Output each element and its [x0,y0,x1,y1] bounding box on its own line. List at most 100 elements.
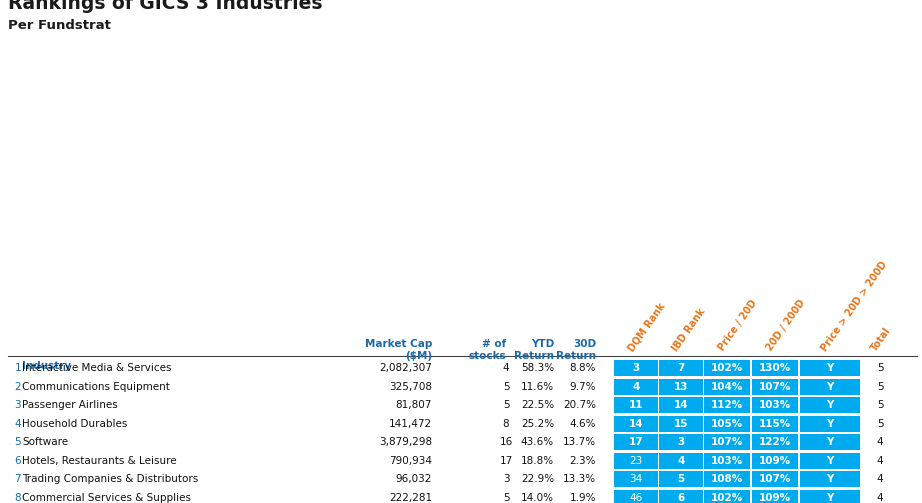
FancyBboxPatch shape [704,489,750,503]
FancyBboxPatch shape [659,397,703,413]
Text: 15: 15 [674,419,688,429]
Text: 6: 6 [678,493,685,503]
FancyBboxPatch shape [800,434,860,450]
FancyBboxPatch shape [800,471,860,487]
Text: 7: 7 [15,474,21,484]
Text: Trading Companies & Distributors: Trading Companies & Distributors [22,474,198,484]
FancyBboxPatch shape [704,379,750,395]
Text: 14: 14 [674,400,689,410]
Text: Industry: Industry [22,361,71,371]
FancyBboxPatch shape [614,379,658,395]
FancyBboxPatch shape [800,397,860,413]
Text: 5: 5 [877,400,883,410]
Text: 790,934: 790,934 [389,456,432,466]
Text: 8: 8 [15,493,21,503]
FancyBboxPatch shape [659,379,703,395]
Text: 4: 4 [877,493,883,503]
Text: 3: 3 [678,437,685,447]
Text: 109%: 109% [759,456,791,466]
FancyBboxPatch shape [659,415,703,432]
Text: 58.3%: 58.3% [521,363,554,373]
FancyBboxPatch shape [614,434,658,450]
Text: 4.6%: 4.6% [570,419,596,429]
FancyBboxPatch shape [614,360,658,376]
Text: 1.9%: 1.9% [570,493,596,503]
FancyBboxPatch shape [704,434,750,450]
Text: Rankings of GICS 3 Industries: Rankings of GICS 3 Industries [8,0,323,13]
Text: 5: 5 [877,419,883,429]
Text: Y: Y [826,437,833,447]
Text: 13.3%: 13.3% [562,474,596,484]
Text: 4: 4 [632,382,640,392]
Text: 222,281: 222,281 [389,493,432,503]
Text: 2.3%: 2.3% [570,456,596,466]
FancyBboxPatch shape [614,415,658,432]
Text: Y: Y [826,493,833,503]
Text: 5: 5 [15,437,21,447]
Text: 109%: 109% [759,493,791,503]
Text: 107%: 107% [759,474,791,484]
FancyBboxPatch shape [800,453,860,469]
Text: 8: 8 [502,419,509,429]
Text: 4: 4 [678,456,685,466]
Text: 103%: 103% [711,456,743,466]
Text: 3: 3 [632,363,640,373]
FancyBboxPatch shape [659,471,703,487]
Text: 14: 14 [629,419,644,429]
FancyBboxPatch shape [800,489,860,503]
Text: 7: 7 [678,363,685,373]
Text: 3: 3 [502,474,509,484]
Text: IBD Rank: IBD Rank [671,306,707,353]
FancyBboxPatch shape [752,360,798,376]
FancyBboxPatch shape [704,397,750,413]
Text: 115%: 115% [759,419,791,429]
Text: Commercial Services & Supplies: Commercial Services & Supplies [22,493,191,503]
Text: 5: 5 [678,474,685,484]
FancyBboxPatch shape [659,453,703,469]
Text: Y: Y [826,363,833,373]
Text: 130%: 130% [759,363,791,373]
Text: Market Cap
($M): Market Cap ($M) [364,339,432,361]
Text: YTD
Return: YTD Return [514,339,554,361]
Text: Interactive Media & Services: Interactive Media & Services [22,363,171,373]
Text: 46: 46 [630,493,643,503]
Text: 13.7%: 13.7% [562,437,596,447]
Text: 104%: 104% [711,382,743,392]
Text: 16: 16 [500,437,513,447]
Text: 105%: 105% [711,419,743,429]
Text: 34: 34 [630,474,643,484]
Text: Software: Software [22,437,68,447]
Text: 2: 2 [15,382,21,392]
FancyBboxPatch shape [752,489,798,503]
Text: 141,472: 141,472 [389,419,432,429]
Text: 4: 4 [502,363,509,373]
Text: 5: 5 [502,382,509,392]
Text: Y: Y [826,456,833,466]
Text: 18.8%: 18.8% [521,456,554,466]
Text: 4: 4 [877,437,883,447]
Text: 17: 17 [629,437,644,447]
Text: 13: 13 [674,382,688,392]
Text: 23: 23 [630,456,643,466]
Text: Passenger Airlines: Passenger Airlines [22,400,118,410]
Text: 14.0%: 14.0% [521,493,554,503]
Text: 9.7%: 9.7% [570,382,596,392]
Text: 22.5%: 22.5% [521,400,554,410]
Text: Y: Y [826,419,833,429]
Text: 81,807: 81,807 [396,400,432,410]
Text: Y: Y [826,474,833,484]
Text: Y: Y [826,382,833,392]
Text: 43.6%: 43.6% [521,437,554,447]
FancyBboxPatch shape [659,360,703,376]
Text: Price > 20D > 200D: Price > 20D > 200D [820,260,890,353]
Text: # of
stocks: # of stocks [468,339,506,361]
FancyBboxPatch shape [704,453,750,469]
FancyBboxPatch shape [752,471,798,487]
FancyBboxPatch shape [614,397,658,413]
Text: 30D
Return: 30D Return [556,339,596,361]
Text: 4: 4 [877,456,883,466]
FancyBboxPatch shape [614,471,658,487]
Text: Per Fundstrat: Per Fundstrat [8,19,111,32]
Text: 4: 4 [877,474,883,484]
FancyBboxPatch shape [752,397,798,413]
